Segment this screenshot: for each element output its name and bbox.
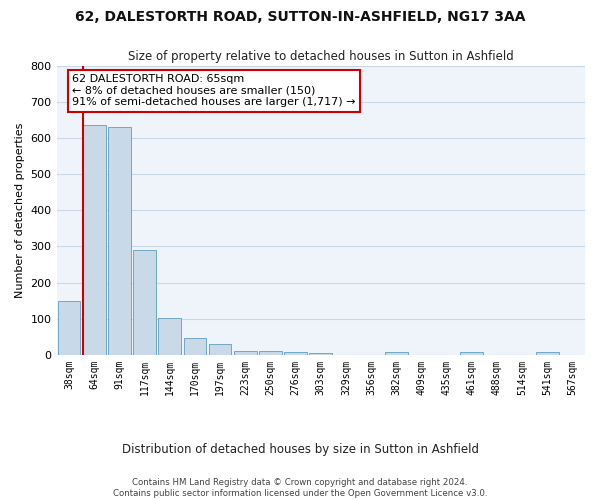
Bar (58, 302, 80, 355)
Bar (108, 127, 131, 355)
Bar (133, 250, 156, 355)
Bar (234, 350, 257, 355)
Text: Contains HM Land Registry data © Crown copyright and database right 2024.
Contai: Contains HM Land Registry data © Crown c… (113, 478, 487, 498)
Bar (158, 318, 181, 355)
Text: 62 DALESTORTH ROAD: 65sqm
← 8% of detached houses are smaller (150)
91% of semi-: 62 DALESTORTH ROAD: 65sqm ← 8% of detach… (73, 74, 356, 108)
Bar (184, 338, 206, 355)
Text: Distribution of detached houses by size in Sutton in Ashfield: Distribution of detached houses by size … (121, 442, 479, 456)
Bar (209, 344, 232, 355)
Text: 62, DALESTORTH ROAD, SUTTON-IN-ASHFIELD, NG17 3AA: 62, DALESTORTH ROAD, SUTTON-IN-ASHFIELD,… (75, 10, 525, 24)
Bar (536, 352, 559, 355)
Title: Size of property relative to detached houses in Sutton in Ashfield: Size of property relative to detached ho… (128, 50, 514, 63)
Y-axis label: Number of detached properties: Number of detached properties (15, 122, 25, 298)
Bar (83, 125, 106, 355)
Bar (385, 352, 407, 355)
Bar (460, 352, 483, 355)
Bar (310, 353, 332, 355)
Bar (284, 352, 307, 355)
Bar (259, 350, 282, 355)
